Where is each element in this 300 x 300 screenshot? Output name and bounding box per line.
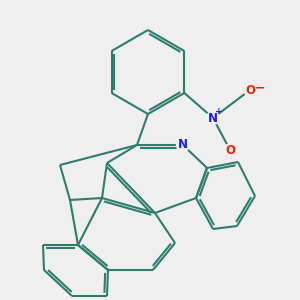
Text: −: − [255, 82, 265, 94]
Circle shape [176, 139, 190, 152]
Text: O: O [245, 83, 255, 97]
Text: O: O [225, 143, 235, 157]
Circle shape [224, 144, 236, 156]
Text: +: + [215, 106, 223, 116]
Text: N: N [178, 139, 188, 152]
Text: N: N [208, 112, 218, 124]
Circle shape [206, 112, 220, 124]
Circle shape [244, 84, 256, 96]
